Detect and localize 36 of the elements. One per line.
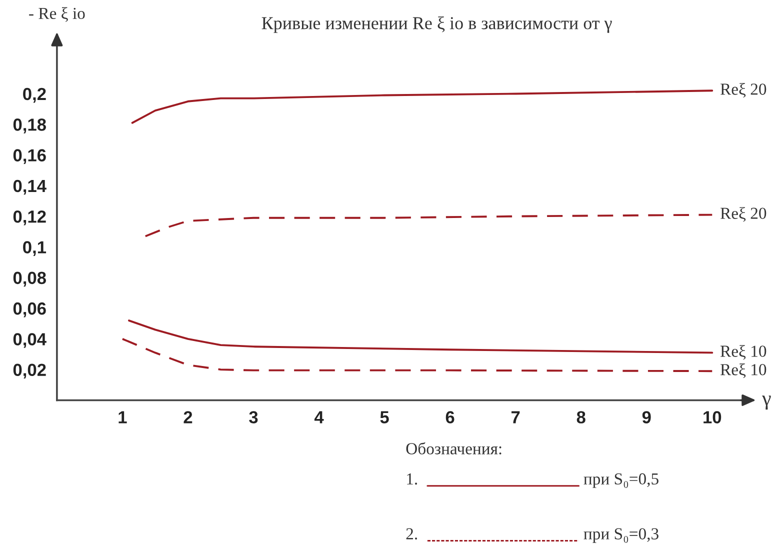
x-tick-label: 7 bbox=[512, 411, 520, 424]
y-axis-title: - Re ξ io bbox=[29, 7, 85, 22]
y-tick-label: 0,16 bbox=[13, 149, 46, 164]
legend-title: Обозначения: bbox=[406, 442, 502, 454]
line-series bbox=[131, 90, 714, 124]
x-axis-title: γ bbox=[762, 396, 771, 410]
y-tick-label: 0,06 bbox=[13, 302, 46, 318]
series-label: Reξ 20 bbox=[720, 83, 766, 98]
line-series bbox=[128, 320, 714, 354]
x-tick-label: 10 bbox=[704, 411, 722, 424]
text: при S₀=0,5 bbox=[584, 473, 658, 488]
series-label: Reξ 20 bbox=[720, 207, 766, 222]
y-tick-label: 0,2 bbox=[23, 88, 46, 103]
text: 2. bbox=[406, 528, 417, 540]
y-tick-label: 0,02 bbox=[13, 364, 46, 379]
x-tick-label: 4 bbox=[314, 411, 324, 424]
x-tick-label: 5 bbox=[380, 411, 389, 424]
x-tick-label: 8 bbox=[576, 411, 586, 424]
x-tick-label: 3 bbox=[249, 411, 258, 424]
x-tick-label: 9 bbox=[642, 411, 651, 424]
text: при S₀=0,3 bbox=[584, 528, 658, 543]
y-tick-label: 0,12 bbox=[13, 210, 46, 226]
y-tick-label: 0,08 bbox=[13, 272, 46, 287]
text: 1. bbox=[407, 473, 417, 485]
x-tick-label: 6 bbox=[446, 411, 454, 424]
y-tick-label: 0,18 bbox=[13, 118, 46, 134]
y-tick-label: 0,14 bbox=[13, 180, 46, 195]
y-tick-label: 0,04 bbox=[13, 333, 46, 348]
chart-title: Кривые изменении Re ξ io в зависимости от γ bbox=[262, 16, 612, 33]
line-series bbox=[121, 338, 714, 372]
x-tick-label: 1 bbox=[118, 411, 127, 424]
x-tick-label: 2 bbox=[184, 411, 192, 424]
line-series bbox=[144, 214, 714, 238]
series-label: Reξ 10 bbox=[720, 363, 766, 378]
y-tick-label: 0,1 bbox=[23, 241, 46, 256]
series-label: Reξ 10 bbox=[720, 345, 766, 360]
